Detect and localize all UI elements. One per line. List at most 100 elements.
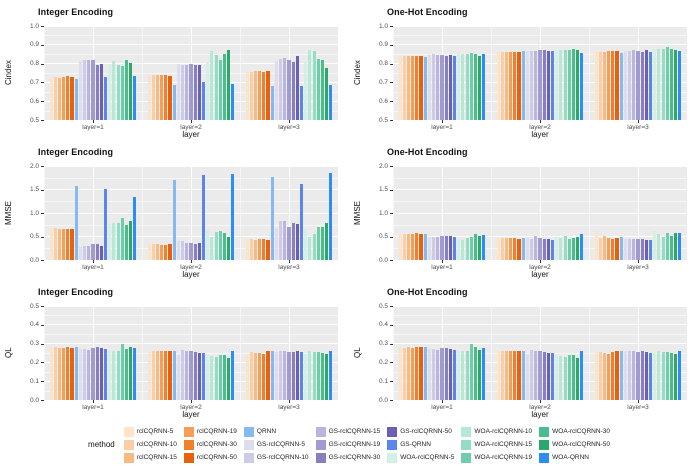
bar-GS-QRNN	[202, 353, 206, 400]
bar-WOA-rclCQRNN-30	[473, 234, 478, 260]
bar-WOA-rclCQRNN-19	[567, 50, 571, 120]
x-tick-mark	[289, 120, 290, 123]
legend: method rclCQRNN-5 rclCQRNN-10 rclCQRNN-15 r…	[0, 420, 698, 469]
bar-WOA-rclCQRNN-19	[120, 218, 124, 260]
legend-label: WOA-rclCQRNN-15	[474, 441, 533, 448]
bar-rclCQRNN-19	[509, 351, 513, 400]
bar-WOA-QRNN	[133, 75, 137, 120]
bar-WOA-rclCQRNN-5	[555, 354, 559, 400]
bar-rclCQRNN-30	[415, 56, 419, 120]
gridline-minor	[141, 26, 143, 120]
legend-item: rclCQRNN-10	[123, 439, 177, 450]
y-tick-mark	[41, 236, 44, 238]
x-tick-label: layer=2	[529, 124, 551, 131]
bar-WOA-rclCQRNN-50	[478, 56, 482, 120]
bar-rclCQRNN-5	[594, 353, 598, 400]
bar-rclCQRNN-15	[155, 244, 160, 260]
bar-QRNN	[619, 52, 623, 120]
y-tick-mark	[390, 324, 393, 326]
bar-rclCQRNN-15	[504, 51, 509, 120]
bar-rclCQRNN-19	[411, 347, 415, 400]
bar-WOA-QRNN	[482, 54, 486, 120]
bar-WOA-rclCQRNN-10	[657, 351, 661, 400]
bar-rclCQRNN-19	[62, 76, 66, 120]
plot-area	[44, 306, 338, 400]
legend-swatch	[123, 452, 134, 463]
bar-WOA-rclCQRNN-30	[473, 347, 478, 400]
bar-rclCQRNN-50	[70, 77, 74, 120]
bar-rclCQRNN-50	[168, 351, 172, 400]
bar-QRNN	[270, 351, 274, 400]
bar-rclCQRNN-50	[517, 351, 521, 400]
bar-GS-rclCQRNN-10	[432, 349, 436, 400]
y-tick-label: 0.2	[29, 358, 39, 366]
plot-area	[393, 166, 687, 260]
bar-WOA-rclCQRNN-30	[320, 227, 325, 260]
legend-item: GS-rclCQRNN-5	[243, 439, 309, 450]
bar-rclCQRNN-30	[164, 75, 168, 120]
gridline-minor	[686, 26, 687, 120]
bar-WOA-rclCQRNN-50	[674, 353, 678, 400]
bar-rclCQRNN-30	[415, 347, 419, 400]
bar-rclCQRNN-5	[245, 71, 249, 120]
bar-GS-QRNN	[300, 184, 304, 260]
chart-onehot-mmse: One-Hot Encoding MMSE layer 0.0 0.5 1.0 1.5…	[349, 140, 698, 280]
y-tick-mark	[390, 260, 393, 261]
bar-GS-rclCQRNN-15	[534, 351, 538, 400]
bar-GS-rclCQRNN-50	[295, 56, 299, 120]
bar-WOA-rclCQRNN-10	[657, 48, 661, 120]
bar-rclCQRNN-5	[594, 52, 598, 120]
legend-swatch	[387, 439, 398, 450]
bar-GS-rclCQRNN-5	[427, 236, 431, 260]
y-tick-mark	[390, 120, 393, 121]
bar-rclCQRNN-15	[406, 347, 411, 400]
bar-WOA-rclCQRNN-19	[316, 227, 320, 260]
bar-WOA-rclCQRNN-15	[214, 356, 218, 400]
bar-rclCQRNN-50	[517, 51, 521, 120]
legend-item: rclCQRNN-30	[183, 439, 237, 450]
bar-GS-rclCQRNN-19	[636, 50, 640, 120]
bar-WOA-QRNN	[482, 347, 486, 400]
y-tick-label: 0.6	[378, 97, 388, 105]
bar-WOA-rclCQRNN-30	[669, 353, 674, 400]
y-tick-label: 0.8	[29, 60, 39, 68]
x-tick-mark	[638, 120, 639, 123]
bar-rclCQRNN-5	[147, 351, 151, 400]
y-tick-mark	[390, 236, 393, 238]
bar-GS-rclCQRNN-5	[176, 354, 180, 400]
bar-WOA-rclCQRNN-19	[469, 53, 473, 120]
bar-GS-rclCQRNN-15	[436, 236, 440, 260]
x-tick-label: layer=1	[431, 124, 453, 131]
bar-WOA-rclCQRNN-10	[210, 51, 214, 120]
legend-label: GS-rclCQRNN-5	[256, 441, 305, 448]
y-tick-mark	[41, 260, 44, 261]
legend-grid: rclCQRNN-5 rclCQRNN-10 rclCQRNN-15 rclCQRNN…	[123, 425, 610, 464]
y-tick-label: 0.5	[378, 233, 388, 240]
bar-WOA-rclCQRNN-19	[120, 65, 124, 120]
bar-rclCQRNN-30	[66, 76, 70, 120]
bar-GS-rclCQRNN-5	[78, 349, 82, 400]
bar-rclCQRNN-30	[262, 71, 266, 120]
legend-item: WOA-QRNN	[539, 452, 610, 463]
bar-QRNN	[270, 176, 274, 260]
y-tick-mark	[390, 306, 393, 307]
bar-rclCQRNN-19	[258, 239, 262, 260]
bar-rclCQRNN-15	[57, 78, 62, 120]
y-tick-label: 0.0	[378, 396, 388, 404]
legend-swatch	[243, 426, 254, 437]
bar-rclCQRNN-15	[504, 351, 509, 400]
bar-rclCQRNN-50	[419, 347, 423, 400]
bar-WOA-rclCQRNN-30	[669, 48, 674, 120]
legend-item: WOA-rclCQRNN-10	[461, 426, 532, 437]
bar-rclCQRNN-15	[253, 239, 258, 260]
chart-title: Integer Encoding	[38, 7, 114, 17]
bar-rclCQRNN-50	[70, 347, 74, 400]
gridline-minor	[44, 306, 45, 400]
bar-rclCQRNN-5	[594, 230, 598, 260]
bar-GS-rclCQRNN-19	[91, 243, 95, 260]
bar-GS-rclCQRNN-30	[291, 223, 295, 260]
legend-item: rclCQRNN-15	[123, 452, 177, 463]
y-tick-label: 2.0	[378, 162, 388, 170]
bar-GS-rclCQRNN-50	[295, 351, 299, 400]
legend-swatch	[243, 452, 254, 463]
